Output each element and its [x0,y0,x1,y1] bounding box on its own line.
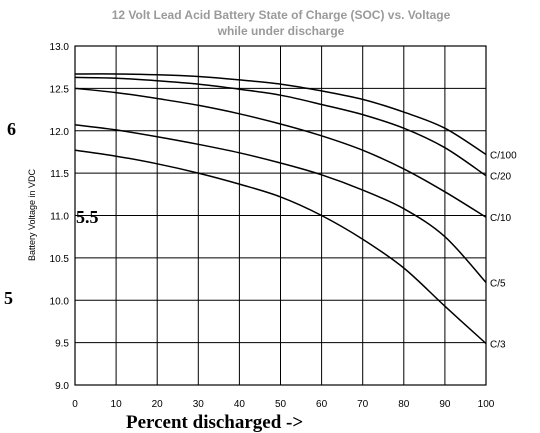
x-tick-label: 70 [357,399,369,410]
x-tick-label: 40 [234,399,246,410]
x-tick-label: 0 [72,399,78,410]
x-tick-label: 100 [478,399,495,410]
chart-title: 12 Volt Lead Acid Battery State of Charg… [112,8,451,22]
y-tick-label: 9.0 [55,381,69,392]
y-tick-label: 13.0 [50,42,70,53]
grid [74,45,487,386]
series-line-c-20 [74,76,487,177]
x-tick-label: 10 [111,399,123,410]
x-tick-label: 20 [152,399,164,410]
y-tick-label: 10.0 [50,296,70,307]
y-tick-label: 9.5 [55,339,69,350]
series-label-c-20: C/20 [490,172,512,183]
annotation-5: 5 [4,288,13,308]
x-tick-label: 90 [439,399,451,410]
x-tick-label: 30 [193,399,205,410]
x-tick-label: 60 [316,399,328,410]
y-axis-label: Battery Voltage in VDC [27,168,37,261]
annotation-5-5: 5.5 [76,207,99,227]
series-label-c-10: C/10 [490,213,512,224]
series-line-c-5 [74,124,487,284]
y-tick-label: 11.0 [50,212,69,223]
chart-subtitle: while under discharge [217,24,345,38]
series-label-c-100: C/100 [490,150,517,161]
plot-frame [74,45,487,386]
x-tick-labels: 0 10 20 30 40 50 60 70 80 90 100 [72,399,495,410]
annotation-6: 6 [7,119,16,139]
y-tick-label: 12.0 [50,127,70,138]
x-tick-label: 50 [275,399,287,410]
series-line-c-3 [74,149,487,345]
series-line-c-10 [74,87,487,218]
series-label-c-5: C/5 [490,278,506,289]
series-lines [74,73,487,345]
y-tick-labels: 9.0 9.5 10.0 10.5 11.0 11.5 12.0 12.5 13.0 [50,42,70,392]
y-tick-label: 11.5 [50,169,69,180]
x-tick-label: 80 [398,399,410,410]
series-line-c-100 [74,73,487,156]
series-label-c-3: C/3 [490,339,506,350]
y-tick-label: 10.5 [50,254,70,265]
series-labels: C/100 C/20 C/10 C/5 C/3 [490,150,517,350]
y-tick-label: 12.5 [50,84,70,95]
x-axis-label: Percent discharged -> [126,412,303,433]
